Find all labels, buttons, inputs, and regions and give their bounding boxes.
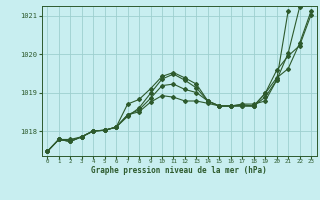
X-axis label: Graphe pression niveau de la mer (hPa): Graphe pression niveau de la mer (hPa) [91,166,267,175]
